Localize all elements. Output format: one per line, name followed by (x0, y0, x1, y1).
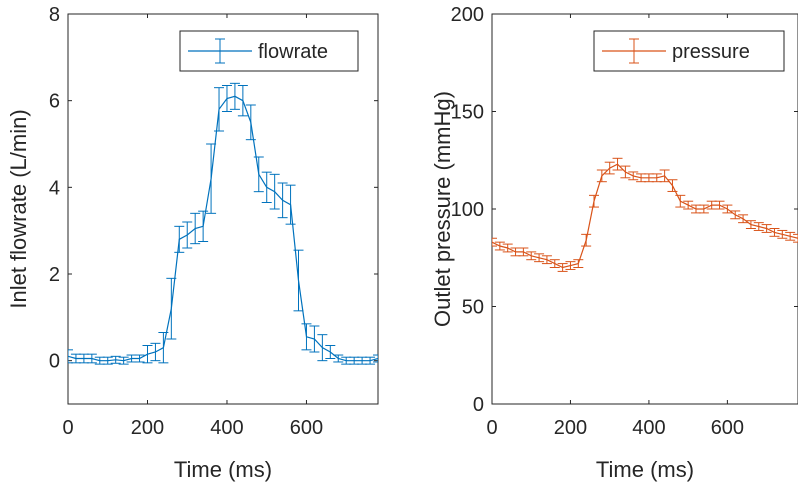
y-tick-label: 2 (49, 264, 60, 286)
error-bar (222, 86, 232, 112)
error-bar (628, 172, 638, 180)
x-axis-label: Time (ms) (174, 457, 272, 482)
x-tick-label: 600 (290, 417, 323, 439)
y-tick-label: 50 (462, 297, 484, 319)
error-bar (534, 254, 544, 262)
error-bar (278, 183, 288, 218)
error-bar (158, 333, 168, 363)
x-tick-label: 200 (554, 417, 587, 439)
plot-area (487, 158, 798, 271)
plot-area (63, 83, 383, 364)
x-tick-label: 400 (210, 417, 243, 439)
error-bar (262, 172, 272, 202)
y-axis-label: Inlet flowrate (L/min) (6, 109, 31, 308)
error-bar (270, 174, 280, 209)
series-line (492, 164, 798, 267)
axes-box (492, 14, 798, 404)
x-tick-label: 0 (486, 417, 497, 439)
error-bar (254, 157, 264, 192)
y-tick-label: 6 (49, 91, 60, 113)
error-bar (301, 324, 311, 350)
error-bar (309, 326, 319, 352)
y-tick-label: 0 (49, 351, 60, 373)
y-axis-label: Outlet pressure (mmHg) (430, 91, 455, 327)
legend-label: flowrate (258, 41, 328, 63)
error-bar (589, 195, 599, 207)
error-bar (785, 232, 795, 240)
x-tick-label: 0 (62, 417, 73, 439)
error-bar (581, 234, 591, 246)
chart-panel-1: 0 200 400 600 0 2 4 6 8 Time (ms) Inlet flowrate (… (6, 4, 383, 482)
error-bar (286, 185, 296, 224)
error-bar (317, 335, 327, 361)
error-bar (166, 278, 176, 339)
x-tick-label: 200 (131, 417, 164, 439)
chart-panel-2: 0 200 400 600 0 50 100 150 200 Time (ms) Outlet pr… (430, 4, 798, 482)
error-bar (573, 260, 583, 268)
error-bar (214, 88, 224, 131)
error-bar (754, 223, 764, 231)
error-bar (246, 105, 256, 140)
y-tick-label: 100 (451, 199, 484, 221)
y-tick-label: 8 (49, 4, 60, 26)
legend: pressure (594, 31, 784, 71)
y-tick-label: 200 (451, 4, 484, 26)
error-bar (190, 213, 200, 243)
y-tick-label: 150 (451, 102, 484, 124)
error-bar (198, 211, 208, 241)
error-bar (325, 346, 335, 359)
legend: flowrate (180, 31, 358, 71)
x-axis-label: Time (ms) (596, 457, 694, 482)
legend-label: pressure (672, 41, 750, 63)
error-bar (230, 83, 240, 109)
error-bar (565, 262, 575, 270)
y-tick-label: 0 (473, 394, 484, 416)
x-tick-label: 400 (632, 417, 665, 439)
y-tick-label: 4 (49, 177, 60, 199)
x-tick-label: 600 (711, 417, 744, 439)
series-line (68, 96, 378, 360)
error-bar (777, 230, 787, 238)
